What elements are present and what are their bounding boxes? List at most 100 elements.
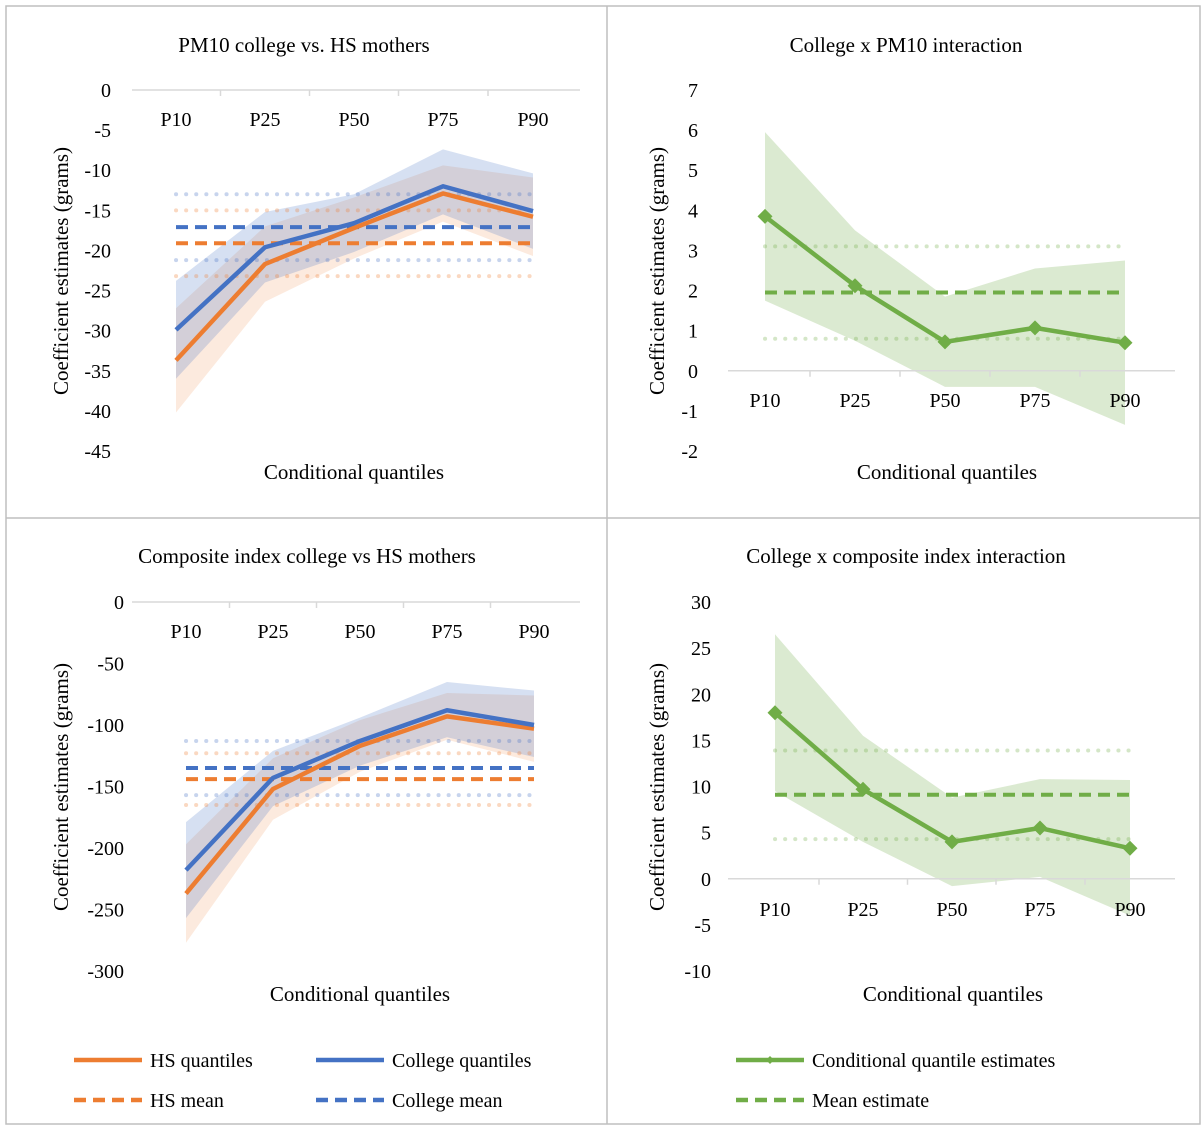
legend-label: Mean estimate — [812, 1090, 929, 1112]
x-tick-label: P50 — [344, 621, 375, 643]
y-tick-label: 4 — [688, 200, 698, 222]
x-tick-label: P75 — [1024, 899, 1055, 921]
outer-border — [5, 5, 1201, 1125]
y-tick-label: -30 — [84, 321, 111, 343]
x-tick-label: P75 — [427, 109, 458, 131]
chart-title: PM10 college vs. HS mothers — [178, 33, 429, 57]
y-tick-label: 15 — [691, 730, 711, 752]
y-tick-label: 5 — [688, 160, 698, 182]
y-tick-label: 10 — [691, 777, 711, 799]
x-tick-label: P25 — [249, 109, 280, 131]
y-tick-label: 7 — [688, 80, 698, 102]
data-point-marker — [944, 834, 960, 850]
y-tick-label: -45 — [84, 441, 111, 463]
legend-left: HS quantiles College quantiles HS mean Coll… — [74, 1050, 532, 1112]
data-point-marker — [1032, 820, 1048, 836]
data-point-marker — [855, 781, 871, 797]
x-tick-label: P10 — [170, 621, 201, 643]
y-tick-label: -250 — [87, 900, 124, 922]
data-point-marker — [757, 208, 773, 224]
chart-title: Composite index college vs HS mothers — [138, 544, 476, 568]
figure-frame — [5, 5, 1201, 1125]
chart-title: College x PM10 interaction — [790, 33, 1023, 57]
x-tick-label: P50 — [929, 390, 960, 412]
y-tick-label: 30 — [691, 592, 711, 614]
x-tick-label: P50 — [936, 899, 967, 921]
chart-title: College x composite index interaction — [746, 544, 1066, 568]
series-line-college-quantiles — [174, 184, 534, 332]
x-axis-label: Conditional quantiles — [270, 982, 450, 1006]
data-point-marker — [1027, 320, 1043, 336]
confidence-band-college-quantiles — [176, 149, 533, 379]
data-point-marker — [1122, 840, 1138, 856]
y-tick-label: 25 — [691, 638, 711, 660]
data-point-marker — [847, 278, 863, 294]
legend-right: Conditional quantile estimates Mean estim… — [736, 1050, 1056, 1112]
y-tick-label: -5 — [694, 915, 711, 937]
x-tick-label: P10 — [160, 109, 191, 131]
y-tick-label: -200 — [87, 838, 124, 860]
legend-label: Conditional quantile estimates — [812, 1050, 1056, 1072]
x-tick-label: P90 — [1114, 899, 1145, 921]
y-tick-label: -1 — [681, 401, 698, 423]
y-tick-label: 20 — [691, 684, 711, 706]
y-tick-label: 6 — [688, 120, 698, 142]
legend-label: College quantiles — [392, 1050, 532, 1072]
chart-panel-pm10-college-vs-hs: PM10 college vs. HS mothers Conditional … — [49, 33, 580, 484]
y-tick-label: -25 — [84, 281, 111, 303]
y-axis-label: Coefficient estimates (grams) — [49, 663, 73, 911]
y-tick-label: -10 — [684, 961, 711, 983]
x-tick-label: P90 — [517, 109, 548, 131]
series-line-college-quantiles — [184, 707, 535, 872]
y-tick-label: -10 — [84, 160, 111, 182]
y-tick-label: -2 — [681, 441, 698, 463]
x-tick-label: P25 — [847, 899, 878, 921]
y-axis-label: Coefficient estimates (grams) — [49, 147, 73, 395]
confidence-band-hs-quantiles — [176, 165, 533, 413]
y-tick-label: -100 — [87, 715, 124, 737]
legend-label: HS quantiles — [150, 1050, 253, 1072]
y-tick-label: 2 — [688, 281, 698, 303]
y-axis-label: Coefficient estimates (grams) — [645, 147, 669, 395]
y-tick-label: -150 — [87, 777, 124, 799]
chart-panel-college-x-pm10: College x PM10 interaction Conditional q… — [645, 33, 1175, 484]
x-tick-label: P25 — [839, 390, 870, 412]
legend-label: HS mean — [150, 1090, 224, 1112]
confidence-band-conditional-quantile-estimates — [765, 132, 1125, 425]
x-tick-label: P10 — [749, 390, 780, 412]
confidence-band-college-quantiles — [186, 681, 534, 919]
y-tick-label: -300 — [87, 961, 124, 983]
chart-panel-college-x-composite: College x composite index interaction Co… — [645, 544, 1175, 1006]
series-line-hs-quantiles — [174, 191, 534, 362]
x-tick-label: P25 — [257, 621, 288, 643]
data-point-marker — [767, 705, 783, 721]
data-point-marker — [1117, 335, 1133, 351]
legend-label: College mean — [392, 1090, 503, 1112]
y-tick-label: -35 — [84, 361, 111, 383]
confidence-band-conditional-quantile-estimates — [775, 634, 1130, 916]
y-tick-label: -50 — [97, 654, 124, 676]
y-tick-label: 0 — [688, 361, 698, 383]
x-tick-label: P10 — [759, 899, 790, 921]
series-line-hs-quantiles — [184, 714, 535, 895]
y-tick-label: 0 — [114, 592, 124, 614]
y-tick-label: 0 — [101, 80, 111, 102]
legend-marker — [766, 1056, 774, 1064]
y-tick-label: -20 — [84, 240, 111, 262]
y-tick-label: -40 — [84, 401, 111, 423]
data-point-marker — [937, 334, 953, 350]
x-tick-label: P75 — [431, 621, 462, 643]
y-tick-label: -5 — [94, 120, 111, 142]
y-tick-label: 1 — [688, 321, 698, 343]
x-tick-label: P75 — [1019, 390, 1050, 412]
y-axis-label: Coefficient estimates (grams) — [645, 663, 669, 911]
y-tick-label: -15 — [84, 200, 111, 222]
x-axis-label: Conditional quantiles — [264, 460, 444, 484]
y-tick-label: 5 — [701, 823, 711, 845]
x-tick-label: P50 — [338, 109, 369, 131]
x-axis-label: Conditional quantiles — [857, 460, 1037, 484]
y-tick-label: 3 — [688, 240, 698, 262]
x-tick-label: P90 — [518, 621, 549, 643]
x-tick-label: P90 — [1109, 390, 1140, 412]
